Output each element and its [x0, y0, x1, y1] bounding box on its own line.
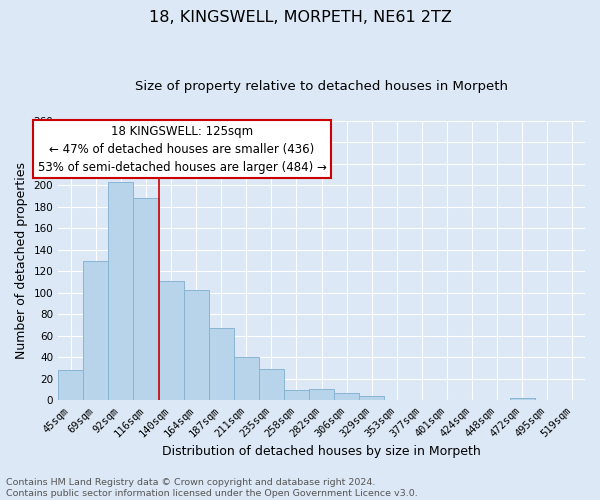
- Bar: [209, 328, 234, 400]
- Bar: [184, 290, 209, 401]
- Bar: [133, 198, 158, 400]
- Text: 18 KINGSWELL: 125sqm
← 47% of detached houses are smaller (436)
53% of semi-deta: 18 KINGSWELL: 125sqm ← 47% of detached h…: [38, 125, 326, 174]
- Bar: [58, 370, 83, 400]
- Bar: [284, 390, 309, 400]
- Bar: [234, 358, 259, 401]
- Text: Contains HM Land Registry data © Crown copyright and database right 2024.
Contai: Contains HM Land Registry data © Crown c…: [6, 478, 418, 498]
- Bar: [359, 396, 385, 400]
- Y-axis label: Number of detached properties: Number of detached properties: [15, 162, 28, 359]
- Bar: [334, 393, 359, 400]
- Bar: [309, 388, 334, 400]
- Bar: [158, 281, 184, 400]
- Title: Size of property relative to detached houses in Morpeth: Size of property relative to detached ho…: [135, 80, 508, 93]
- Bar: [109, 182, 133, 400]
- Bar: [259, 370, 284, 400]
- Bar: [510, 398, 535, 400]
- Bar: [83, 260, 109, 400]
- Text: 18, KINGSWELL, MORPETH, NE61 2TZ: 18, KINGSWELL, MORPETH, NE61 2TZ: [149, 10, 451, 25]
- X-axis label: Distribution of detached houses by size in Morpeth: Distribution of detached houses by size …: [162, 444, 481, 458]
